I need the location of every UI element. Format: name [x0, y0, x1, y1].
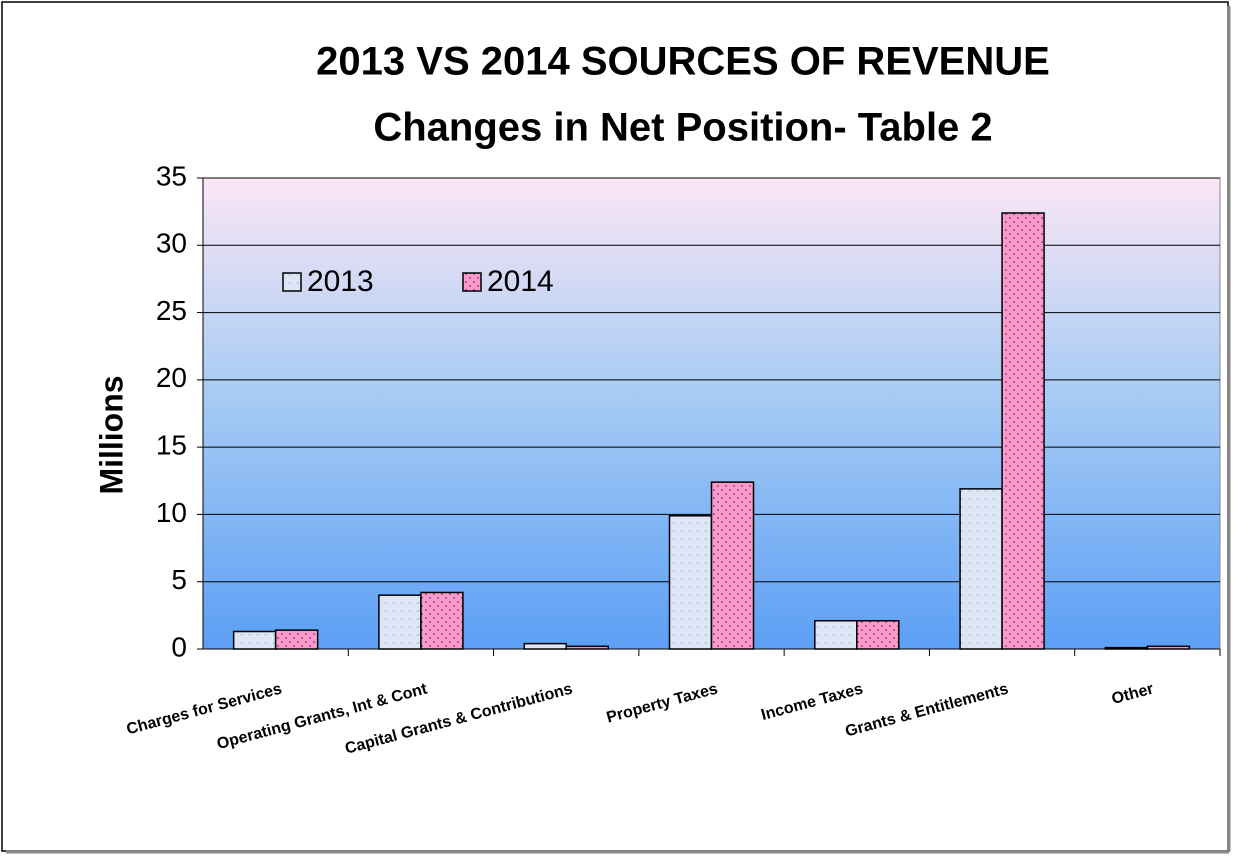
bar [420, 591, 464, 650]
legend-swatch [462, 272, 482, 292]
legend-label: 2013 [307, 265, 374, 298]
legend-label: 2014 [487, 265, 554, 298]
chart-title: 2013 VS 2014 SOURCES OF REVENUE [316, 40, 1050, 84]
y-tick-label: 35 [156, 160, 187, 191]
bar [565, 645, 609, 650]
bar [1146, 645, 1191, 650]
y-tick-label: 5 [171, 564, 187, 595]
y-tick-label: 20 [156, 362, 187, 393]
legend-swatch [282, 272, 302, 292]
bar [710, 481, 755, 650]
bar [1104, 646, 1149, 650]
bar [274, 629, 319, 650]
bar [856, 619, 900, 650]
y-tick-label: 0 [171, 631, 187, 662]
bar [1001, 212, 1045, 650]
y-tick-label: 30 [156, 228, 187, 259]
y-tick-label: 10 [156, 497, 187, 528]
y-axis-label: Millions [93, 375, 129, 494]
bar [523, 642, 567, 650]
bar [378, 594, 422, 650]
bar [814, 619, 858, 650]
y-tick-label: 15 [156, 430, 187, 461]
bar [668, 515, 713, 650]
bar [959, 488, 1003, 650]
bar [232, 630, 277, 650]
y-tick-label: 25 [156, 295, 187, 326]
chart-subtitle: Changes in Net Position- Table 2 [373, 106, 992, 150]
